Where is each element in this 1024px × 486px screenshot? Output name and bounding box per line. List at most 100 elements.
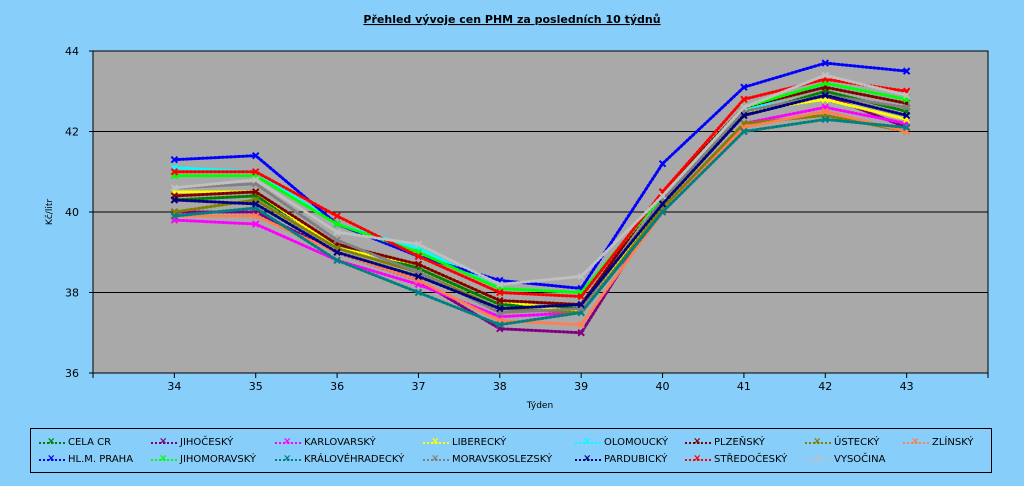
series-layer bbox=[170, 59, 911, 337]
legend-label: VYSOČINA bbox=[834, 454, 886, 465]
data-point-marker bbox=[414, 272, 423, 281]
data-point-marker bbox=[333, 212, 341, 220]
chart-area: Přehled vývoje cen PHM za posledních 10 … bbox=[44, 13, 989, 411]
data-point-marker bbox=[414, 252, 423, 260]
legend-item: × PLZEŇSKÝ bbox=[685, 436, 765, 450]
data-point-marker bbox=[902, 111, 911, 120]
data-point-marker bbox=[577, 272, 585, 281]
legend-item: × VYSOČINA bbox=[805, 453, 885, 467]
data-point-marker bbox=[414, 288, 423, 297]
data-point-marker bbox=[170, 155, 179, 164]
legend-item: × JIHOČESKÝ bbox=[151, 436, 233, 450]
data-point-marker bbox=[740, 95, 748, 104]
data-point-marker bbox=[902, 103, 911, 112]
data-point-marker bbox=[414, 240, 423, 248]
data-point-marker bbox=[252, 168, 260, 176]
y-axis-label: Kč/litr bbox=[44, 199, 55, 225]
legend-item: × OLOMOUCKÝ bbox=[575, 436, 668, 450]
data-point-marker bbox=[577, 292, 585, 301]
data-point-marker bbox=[740, 83, 748, 91]
data-point-marker bbox=[170, 196, 179, 204]
data-point-marker bbox=[902, 91, 911, 99]
x-tick-label: 42 bbox=[818, 380, 832, 393]
legend-item: × KRÁLOVÉHRADECKÝ bbox=[275, 453, 404, 467]
data-point-marker bbox=[821, 115, 829, 124]
legend-label: ZLÍNSKÝ bbox=[932, 437, 974, 448]
legend-swatch: × bbox=[575, 436, 601, 448]
legend-item: × ÚSTECKÝ bbox=[805, 436, 879, 450]
series-line bbox=[172, 93, 909, 315]
x-tick-label: 38 bbox=[493, 380, 507, 393]
legend-label: JIHOČESKÝ bbox=[180, 437, 234, 448]
legend-swatch: × bbox=[805, 453, 831, 465]
data-point-marker bbox=[577, 329, 585, 337]
legend-label: STŘEDOČESKÝ bbox=[714, 454, 788, 465]
legend-label: CELA CR bbox=[68, 437, 112, 448]
data-point-marker bbox=[821, 107, 829, 116]
legend-item: × PARDUBICKÝ bbox=[575, 453, 667, 467]
legend-item: × MORAVSKOSLEZSKÝ bbox=[423, 453, 552, 467]
data-point-marker bbox=[821, 59, 829, 67]
series-st-edo-esk- bbox=[170, 75, 911, 301]
data-point-marker bbox=[170, 184, 179, 192]
legend-label: PLZEŇSKÝ bbox=[714, 437, 765, 448]
legend-label: LIBERECKÝ bbox=[452, 437, 507, 448]
series-pardubick- bbox=[170, 91, 911, 313]
legend-item: × STŘEDOČESKÝ bbox=[685, 453, 787, 467]
data-point-marker bbox=[658, 200, 667, 208]
chart-title: Přehled vývoje cen PHM za posledních 10 … bbox=[363, 13, 660, 26]
data-point-marker bbox=[496, 304, 504, 313]
data-point-marker bbox=[252, 151, 260, 160]
data-point-marker bbox=[170, 212, 179, 220]
x-tick-label: 34 bbox=[167, 380, 181, 393]
data-point-marker bbox=[252, 200, 260, 208]
y-axis-ticks: 36 38 40 42 44 bbox=[65, 45, 93, 380]
legend-label: KRÁLOVÉHRADECKÝ bbox=[304, 454, 405, 465]
data-point-marker bbox=[333, 256, 341, 265]
x-tick-label: 36 bbox=[330, 380, 344, 393]
legend-swatch: × bbox=[685, 453, 711, 465]
series-vyso-ina bbox=[170, 71, 911, 289]
data-point-marker bbox=[577, 300, 585, 309]
legend-swatch: × bbox=[575, 453, 601, 465]
data-point-marker bbox=[902, 123, 911, 132]
series-kr-lov-hradeck- bbox=[170, 115, 911, 329]
legend-swatch: × bbox=[805, 436, 831, 448]
data-point-marker bbox=[658, 208, 667, 216]
legend-swatch: × bbox=[423, 436, 449, 448]
legend-swatch: × bbox=[903, 436, 929, 448]
legend-swatch: × bbox=[39, 453, 65, 465]
x-axis-ticks: 34 35 36 37 38 39 40 41 42 43 bbox=[92, 373, 989, 393]
data-point-marker bbox=[821, 71, 829, 79]
legend: × CELA CR × JIHOČESKÝ × KARLOVARSKÝ × LIBERECKÝ… bbox=[30, 428, 992, 473]
legend-swatch: × bbox=[39, 436, 65, 448]
legend-label: JIHOMORAVSKÝ bbox=[180, 454, 257, 465]
series-line bbox=[172, 81, 909, 295]
legend-label: ÚSTECKÝ bbox=[834, 437, 880, 448]
series-line bbox=[172, 61, 909, 291]
series-line bbox=[172, 105, 909, 319]
legend-item: × KARLOVARSKÝ bbox=[275, 436, 376, 450]
series-line bbox=[172, 85, 909, 307]
data-point-marker bbox=[496, 296, 504, 305]
legend-label: KARLOVARSKÝ bbox=[304, 437, 376, 448]
data-point-marker bbox=[496, 280, 504, 289]
data-point-marker bbox=[333, 228, 341, 236]
data-point-marker bbox=[740, 111, 748, 120]
data-point-marker bbox=[333, 236, 341, 244]
legend-item: × ZLÍNSKÝ bbox=[903, 436, 974, 450]
data-point-marker bbox=[740, 127, 748, 136]
y-tick-label: 40 bbox=[65, 206, 79, 219]
data-point-marker bbox=[333, 248, 341, 256]
legend-label: PARDUBICKÝ bbox=[604, 454, 668, 465]
data-point-marker bbox=[496, 320, 504, 329]
data-point-marker bbox=[496, 288, 504, 297]
data-point-marker bbox=[902, 67, 911, 75]
series-line bbox=[172, 93, 909, 311]
data-point-marker bbox=[821, 91, 829, 99]
legend-swatch: × bbox=[685, 436, 711, 448]
y-tick-label: 38 bbox=[65, 287, 79, 300]
legend-item: × JIHOMORAVSKÝ bbox=[151, 453, 256, 467]
legend-label: HL.M. PRAHA bbox=[68, 454, 134, 465]
x-axis-label: Týden bbox=[526, 401, 553, 411]
